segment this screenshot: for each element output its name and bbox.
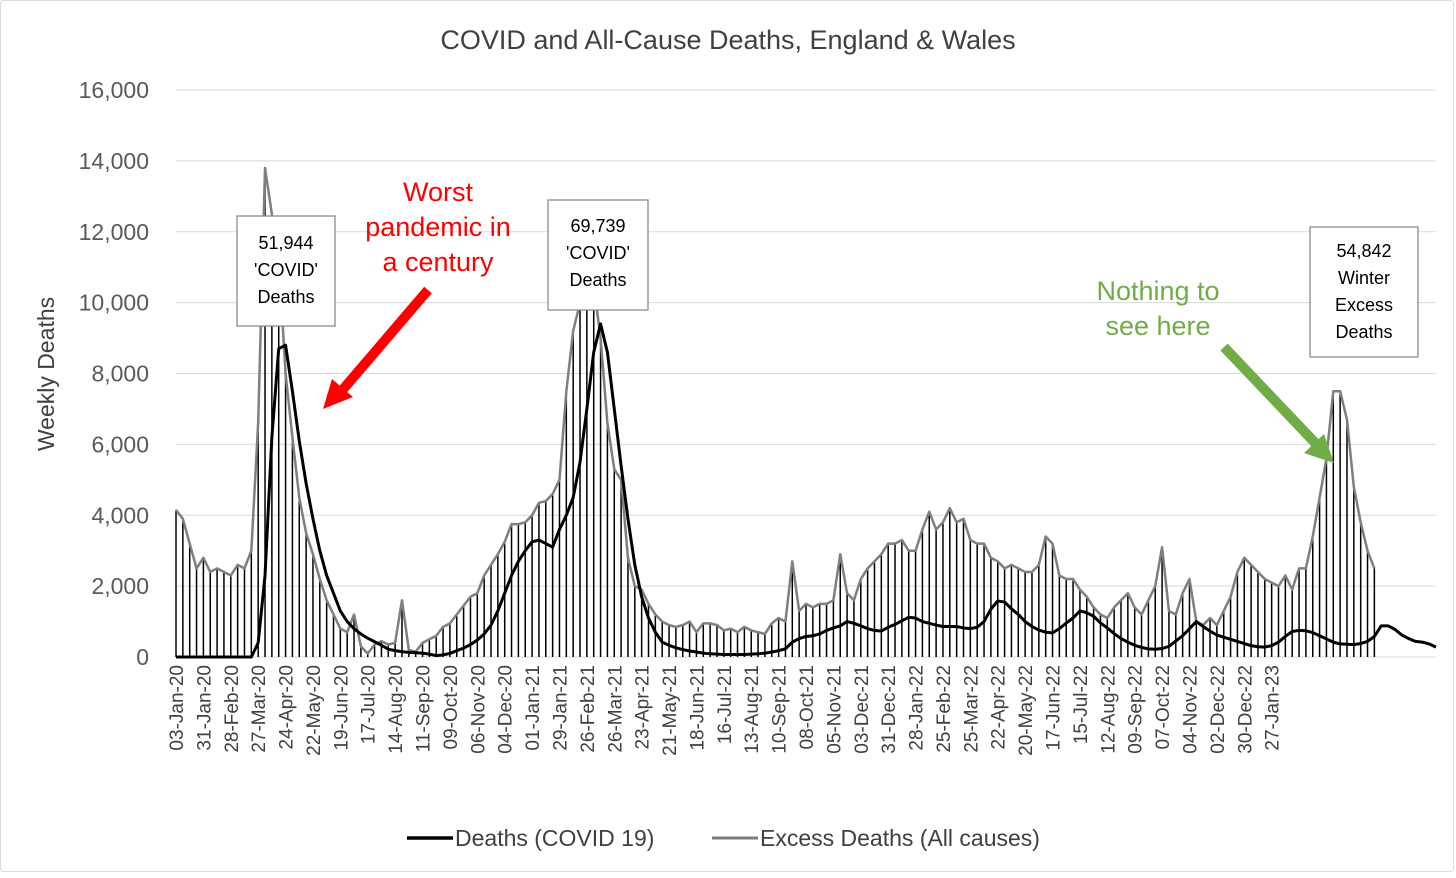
red-note-line3: a century <box>382 247 494 277</box>
x-tick-label: 22-Apr-22 <box>989 665 1010 750</box>
x-tick-label: 08-Oct-21 <box>797 665 818 749</box>
callout-winter-line2: Winter <box>1338 268 1390 288</box>
green-note-line2: see here <box>1105 311 1210 341</box>
legend-item-covid: Deaths (COVID 19) <box>407 825 654 851</box>
y-tick-label: 16,000 <box>79 77 149 103</box>
callout-wave2-line2: 'COVID' <box>566 243 630 263</box>
x-tick-label: 01-Jan-21 <box>523 665 544 751</box>
worst-pandemic-annotation: Worst pandemic in a century <box>323 177 511 409</box>
callout-wave2: 69,739 'COVID' Deaths <box>547 199 649 311</box>
red-note-line1: Worst <box>403 177 474 207</box>
x-tick-label: 17-Jun-22 <box>1044 665 1065 751</box>
x-tick-label: 22-May-20 <box>304 665 325 756</box>
x-tick-label: 19-Jun-20 <box>331 665 352 751</box>
green-arrow-icon <box>1220 343 1334 463</box>
green-note-line1: Nothing to <box>1096 276 1219 306</box>
y-axis-label: Weekly Deaths <box>33 297 59 451</box>
callout-winter: 54,842 Winter Excess Deaths <box>1309 226 1419 358</box>
callout-wave1-line1: 51,944 <box>258 233 313 253</box>
x-tick-label: 09-Oct-20 <box>441 665 462 749</box>
callout-winter-line3: Excess <box>1335 295 1393 315</box>
y-tick-label: 0 <box>136 644 149 670</box>
callout-winter-line1: 54,842 <box>1336 241 1391 261</box>
x-tick-label: 29-Jan-21 <box>550 665 571 751</box>
x-tick-label: 28-Jan-22 <box>907 665 928 751</box>
series-lines <box>175 166 1437 659</box>
x-tick-label: 18-Jun-21 <box>687 665 708 751</box>
x-tick-label: 21-May-21 <box>660 665 681 756</box>
x-tick-label: 17-Jul-20 <box>359 665 380 744</box>
y-tick-label: 12,000 <box>79 219 149 245</box>
red-arrow-icon <box>323 286 432 409</box>
x-tick-label: 14-Aug-20 <box>386 665 407 754</box>
x-tick-label: 25-Feb-22 <box>934 665 955 753</box>
series-line-covid-deaths <box>176 322 1437 659</box>
x-tick-labels: 03-Jan-20 31-Jan-20 28-Feb-20 27-Mar-20 24-A… <box>167 665 1284 756</box>
legend-label-excess: Excess Deaths (All causes) <box>760 825 1040 851</box>
x-tick-label: 02-Dec-22 <box>1208 665 1229 754</box>
x-tick-label: 10-Sep-21 <box>770 665 791 754</box>
y-tick-label: 2,000 <box>91 573 149 599</box>
callout-wave1: 51,944 'COVID' Deaths <box>236 215 336 327</box>
x-tick-label: 31-Dec-21 <box>879 665 900 754</box>
x-tick-label: 25-Mar-22 <box>961 665 982 753</box>
x-tick-label: 05-Nov-21 <box>824 665 845 754</box>
callout-wave1-line3: Deaths <box>257 287 314 307</box>
legend-label-covid: Deaths (COVID 19) <box>455 825 654 851</box>
callout-wave2-line3: Deaths <box>569 270 626 290</box>
x-tick-label: 26-Mar-21 <box>605 665 626 753</box>
callout-winter-line4: Deaths <box>1335 322 1392 342</box>
series-line-excess-deaths <box>175 166 1376 655</box>
x-tick-label: 03-Jan-20 <box>167 665 188 751</box>
x-tick-label: 04-Dec-20 <box>496 665 517 754</box>
y-tick-label: 6,000 <box>91 431 149 457</box>
excess-deaths-fill <box>175 167 1376 657</box>
x-tick-label: 26-Feb-21 <box>578 665 599 753</box>
x-tick-label: 03-Dec-21 <box>852 665 873 754</box>
x-tick-label: 23-Apr-21 <box>633 665 654 750</box>
red-note-line2: pandemic in <box>365 212 511 242</box>
x-tick-label: 07-Oct-22 <box>1153 665 1174 749</box>
x-tick-label: 12-Aug-22 <box>1098 665 1119 754</box>
nothing-to-see-annotation: Nothing to see here <box>1096 276 1334 463</box>
x-tick-label: 04-Nov-22 <box>1180 665 1201 754</box>
x-tick-label: 06-Nov-20 <box>468 665 489 754</box>
x-tick-label: 09-Sep-22 <box>1126 665 1147 754</box>
callout-wave2-line1: 69,739 <box>570 216 625 236</box>
x-tick-label: 16-Jul-21 <box>715 665 736 744</box>
y-tick-label: 14,000 <box>79 148 149 174</box>
x-tick-label: 24-Apr-20 <box>277 665 298 750</box>
x-tick-label: 30-Dec-22 <box>1235 665 1256 754</box>
x-tick-label: 15-Jul-22 <box>1071 665 1092 744</box>
x-tick-label: 28-Feb-20 <box>222 665 243 753</box>
x-tick-label: 27-Jan-23 <box>1263 665 1284 751</box>
legend-item-excess: Excess Deaths (All causes) <box>712 825 1040 851</box>
x-tick-label: 27-Mar-20 <box>249 665 270 753</box>
x-tick-label: 11-Sep-20 <box>414 665 435 752</box>
gridlines <box>176 89 1436 658</box>
y-tick-label: 8,000 <box>91 361 149 387</box>
legend: Deaths (COVID 19) Excess Deaths (All cau… <box>407 825 1040 851</box>
y-tick-label: 4,000 <box>91 502 149 528</box>
y-tick-label: 10,000 <box>79 290 149 316</box>
chart-title: COVID and All-Cause Deaths, England & Wa… <box>440 25 1015 55</box>
x-tick-label: 20-May-22 <box>1016 665 1037 756</box>
x-tick-label: 13-Aug-21 <box>742 665 763 754</box>
callout-wave1-line2: 'COVID' <box>254 260 318 280</box>
y-tick-labels: 0 2,000 4,000 6,000 8,000 10,000 12,000 14,000 1… <box>79 77 149 670</box>
x-tick-label: 31-Jan-20 <box>194 665 215 751</box>
